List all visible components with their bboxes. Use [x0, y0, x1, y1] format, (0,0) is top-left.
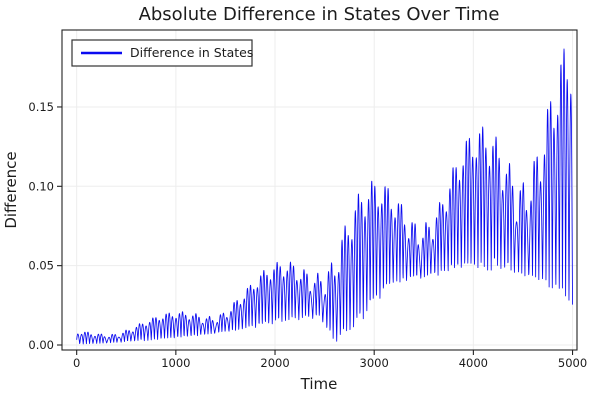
y-tick-label: 0.15: [28, 100, 54, 114]
axis-ticks: 0 1000 2000 3000 4000 5000 0.00 0.05 0.10 0.15: [28, 100, 587, 370]
chart-title: Absolute Difference in States Over Time: [139, 4, 500, 25]
x-tick-label: 1000: [161, 356, 190, 370]
x-tick-label: 4000: [459, 356, 488, 370]
x-tick-label: 5000: [558, 356, 587, 370]
series-line-difference-in-states: [76, 48, 573, 345]
x-tick-label: 3000: [360, 356, 389, 370]
y-tick-label: 0.05: [28, 259, 54, 273]
legend-box: Difference in States: [71, 39, 253, 67]
series-layer: [76, 48, 573, 345]
x-axis-label: Time: [300, 375, 338, 393]
x-tick-label: 2000: [260, 356, 289, 370]
x-tick-label: 0: [73, 356, 80, 370]
y-tick-label: 0.00: [28, 338, 54, 352]
plot-frame: [61, 29, 578, 351]
y-tick-label: 0.10: [28, 179, 54, 193]
y-axis-label: Difference: [2, 151, 20, 228]
legend-label: Difference in States: [130, 45, 253, 60]
